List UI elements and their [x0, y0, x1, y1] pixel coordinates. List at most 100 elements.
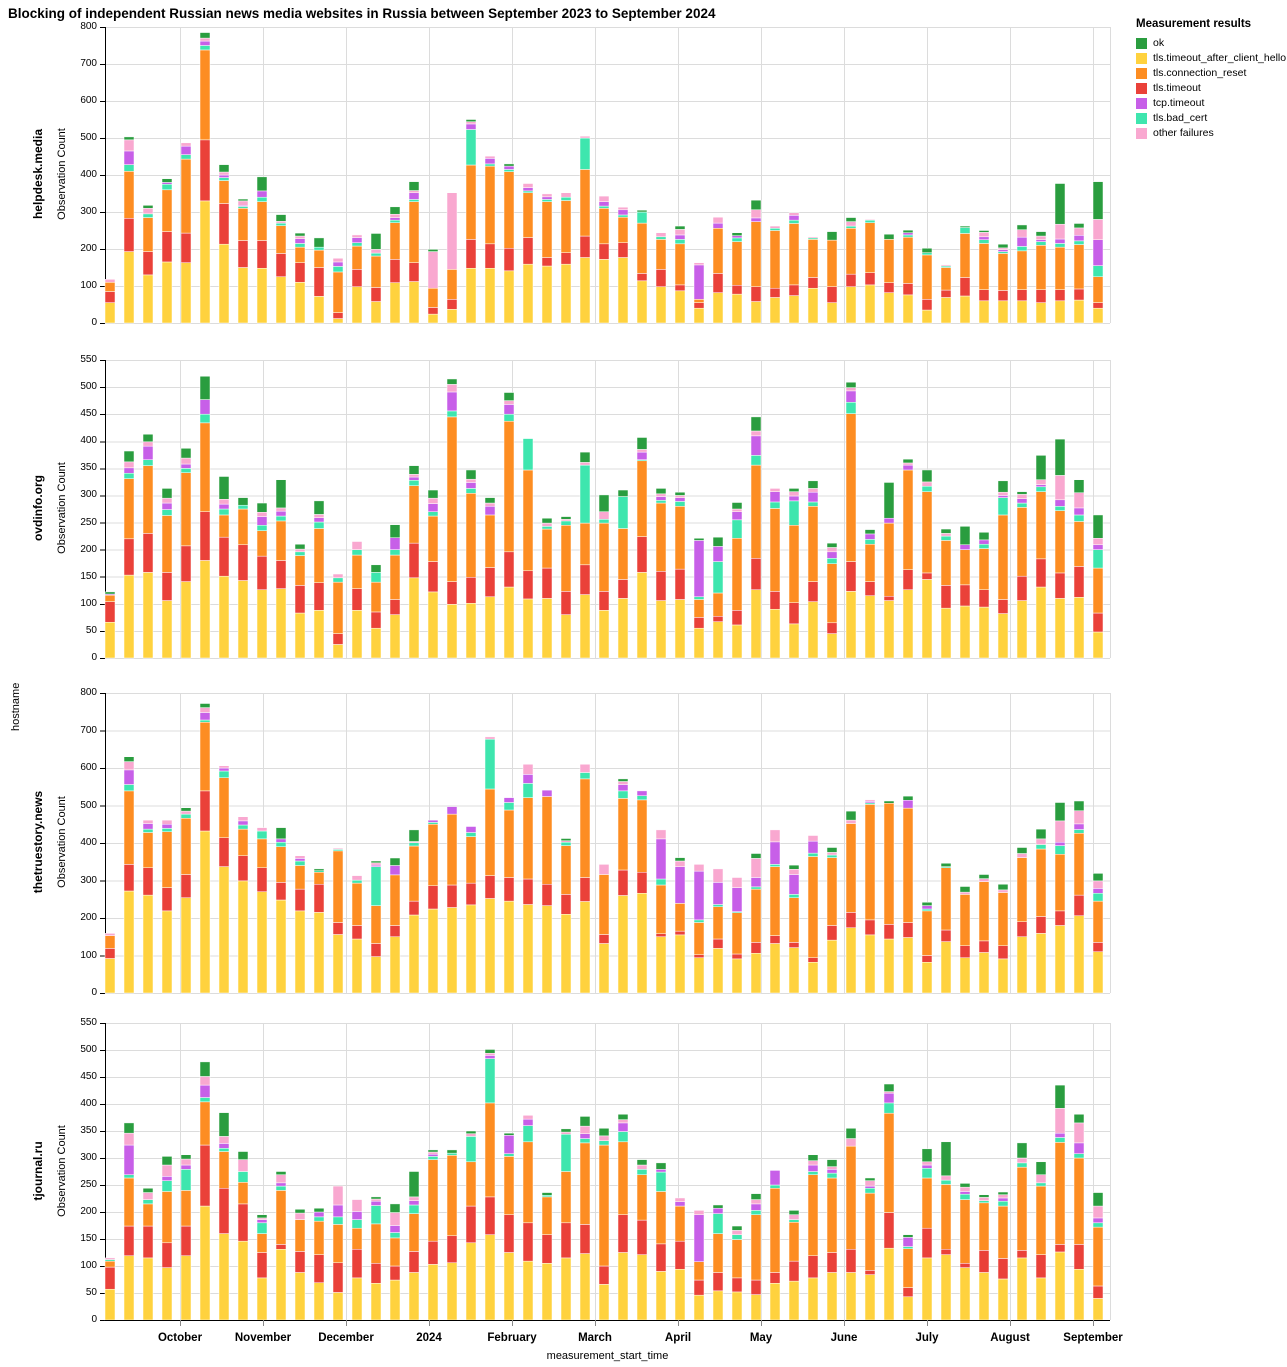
- bar-segment-tls.connection_reset: [389, 1237, 401, 1267]
- bar-segment-tls.bad_cert: [731, 519, 743, 539]
- bar-segment-tls.connection_reset: [1092, 900, 1104, 943]
- bar-segment-tls.connection_reset: [237, 828, 249, 856]
- bar-segment-tls.timeout: [180, 1225, 192, 1256]
- bar-segment-other failures: [484, 502, 496, 507]
- bar-segment-tls.timeout_after_client_hello: [845, 927, 857, 994]
- bar-segment-tls.timeout_after_client_hello: [712, 1290, 724, 1321]
- bar-segment-tls.connection_reset: [807, 506, 819, 582]
- bar-segment-tls.timeout_after_client_hello: [997, 958, 1009, 994]
- bar-segment-tls.timeout_after_client_hello: [389, 614, 401, 659]
- bar-segment-tls.connection_reset: [180, 818, 192, 875]
- bar-segment-ok: [503, 163, 515, 167]
- bar-segment-tls.timeout: [446, 581, 458, 605]
- bar-segment-ok: [446, 378, 458, 385]
- bar-segment-ok: [978, 532, 990, 541]
- bar-segment-tls.timeout_after_client_hello: [1016, 936, 1028, 994]
- bar-segment-tls.bad_cert: [370, 866, 382, 906]
- bar-segment-tls.timeout: [503, 248, 515, 272]
- bar-segment-ok: [693, 538, 705, 541]
- bar-segment-tls.timeout: [389, 1265, 401, 1281]
- bar-segment-tcp.timeout: [826, 551, 838, 559]
- x-tick-label: March: [578, 1332, 612, 1344]
- bar-segment-tls.connection_reset: [883, 803, 895, 925]
- bar-segment-tcp.timeout: [161, 1176, 173, 1181]
- bar-segment-tls.timeout_after_client_hello: [636, 893, 648, 994]
- bar-segment-tls.timeout: [921, 572, 933, 580]
- bar-segment-tls.connection_reset: [655, 1191, 667, 1245]
- bar-segment-tls.connection_reset: [940, 267, 952, 291]
- bar-segment-ok: [389, 206, 401, 215]
- bar-segment-tls.connection_reset: [1092, 567, 1104, 614]
- bar-segment-tls.timeout: [313, 1254, 325, 1283]
- bar-segment-tls.bad_cert: [123, 164, 135, 172]
- bar-segment-tls.bad_cert: [161, 828, 173, 832]
- bar-segment-ok: [1092, 181, 1104, 220]
- legend-swatch-icon: [1136, 38, 1147, 49]
- bar-segment-ok: [541, 1192, 553, 1196]
- bar-segment-tls.bad_cert: [788, 1219, 800, 1223]
- bar-segment-tcp.timeout: [503, 797, 515, 803]
- bar-segment-tls.timeout: [731, 953, 743, 960]
- bar-segment-ok: [256, 1214, 268, 1219]
- bar-segment-tls.connection_reset: [218, 180, 230, 204]
- bar-segment-other failures: [1054, 223, 1066, 240]
- bar-segment-tcp.timeout: [256, 190, 268, 198]
- bar-segment-tls.timeout_after_client_hello: [655, 600, 667, 659]
- bar-segment-tls.timeout_after_client_hello: [712, 621, 724, 659]
- bar-segment-tls.connection_reset: [845, 1145, 857, 1250]
- bar-segment-other failures: [522, 764, 534, 775]
- bar-segment-tcp.timeout: [218, 767, 230, 772]
- bar-segment-tls.connection_reset: [788, 897, 800, 943]
- bar-segment-tls.bad_cert: [617, 496, 629, 529]
- bar-segment-tls.bad_cert: [465, 1136, 477, 1163]
- bar-segment-other failures: [826, 852, 838, 856]
- bar-segment-other failures: [959, 891, 971, 895]
- bar-segment-tcp.timeout: [313, 1211, 325, 1218]
- bar-segment-ok: [237, 497, 249, 506]
- bar-segment-ok: [161, 488, 173, 499]
- bar-segment-other failures: [750, 1199, 762, 1205]
- bar-segment-tls.timeout_after_client_hello: [826, 302, 838, 324]
- bar-segment-tls.connection_reset: [845, 228, 857, 275]
- bar-segment-tcp.timeout: [389, 537, 401, 550]
- bar-segment-tls.connection_reset: [693, 599, 705, 618]
- bar-segment-tls.timeout_after_client_hello: [674, 599, 686, 659]
- bar-segment-tls.timeout: [389, 925, 401, 937]
- bar-segment-other failures: [674, 1197, 686, 1202]
- bar-segment-tcp.timeout: [655, 496, 667, 501]
- bar-segment-tls.timeout: [313, 884, 325, 913]
- bar-segment-ok: [921, 902, 933, 906]
- bar-segment-tls.connection_reset: [408, 201, 420, 263]
- bar-segment-ok: [959, 886, 971, 893]
- bar-segment-ok: [712, 536, 724, 547]
- bar-segment-tls.bad_cert: [142, 1199, 154, 1205]
- legend-item-tls.timeout: tls.timeout: [1136, 83, 1286, 94]
- bar-segment-ok: [1092, 514, 1104, 539]
- bar-segment-tls.timeout_after_client_hello: [104, 302, 116, 324]
- bar-segment-tls.connection_reset: [104, 282, 116, 292]
- bar-segment-tls.bad_cert: [199, 1097, 211, 1103]
- bar-segment-tls.timeout_after_client_hello: [1035, 1277, 1047, 1321]
- bar-segment-tls.timeout: [161, 572, 173, 601]
- bar-segment-tls.timeout_after_client_hello: [560, 1257, 572, 1321]
- bar-segment-tls.bad_cert: [218, 770, 230, 778]
- bar-segment-tls.connection_reset: [617, 528, 629, 580]
- bar-segment-tcp.timeout: [522, 187, 534, 192]
- bar-segment-tls.connection_reset: [1073, 521, 1085, 567]
- bar-segment-tls.bad_cert: [142, 213, 154, 218]
- bar-segment-other failures: [351, 875, 363, 881]
- bar-segment-tls.timeout_after_client_hello: [313, 296, 325, 324]
- bar-segment-ok: [142, 1187, 154, 1193]
- bar-segment-tls.timeout: [237, 855, 249, 882]
- bar-segment-tls.timeout: [864, 919, 876, 936]
- bar-segment-other failures: [1054, 475, 1066, 501]
- bar-segment-tls.timeout: [769, 287, 781, 298]
- bar-segment-tls.bad_cert: [731, 1234, 743, 1240]
- bar-segment-tcp.timeout: [1016, 498, 1028, 504]
- bar-segment-ok: [845, 1128, 857, 1139]
- bar-segment-other failures: [997, 1194, 1009, 1199]
- bar-segment-tls.timeout_after_client_hello: [313, 912, 325, 994]
- bar-segment-tls.timeout: [541, 1234, 553, 1264]
- bar-segment-tls.timeout_after_client_hello: [693, 307, 705, 324]
- bar-segment-tls.timeout: [579, 877, 591, 902]
